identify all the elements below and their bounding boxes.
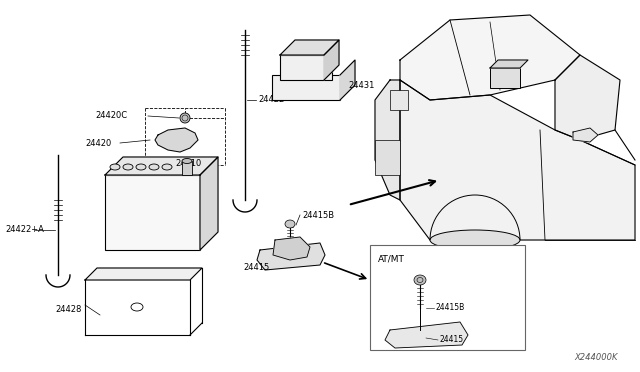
Text: 24428: 24428	[55, 305, 81, 314]
Polygon shape	[85, 268, 202, 280]
Text: 24415B: 24415B	[302, 211, 334, 219]
Polygon shape	[257, 243, 325, 270]
Polygon shape	[155, 128, 198, 152]
Polygon shape	[200, 157, 218, 250]
Polygon shape	[573, 128, 598, 142]
Ellipse shape	[136, 164, 146, 170]
Bar	[182, 161, 192, 175]
Text: 24415: 24415	[440, 336, 464, 344]
Ellipse shape	[162, 164, 172, 170]
Polygon shape	[105, 157, 218, 175]
Text: 24420C: 24420C	[95, 110, 127, 119]
Text: 24420: 24420	[85, 138, 111, 148]
Bar	[390, 90, 408, 110]
Polygon shape	[280, 40, 339, 55]
Ellipse shape	[110, 164, 120, 170]
Bar	[105, 175, 200, 250]
Text: 24415: 24415	[243, 263, 269, 273]
Bar	[280, 55, 332, 80]
Text: 24431: 24431	[348, 80, 374, 90]
Bar	[375, 140, 400, 175]
Polygon shape	[385, 322, 468, 348]
Text: AT/MT: AT/MT	[378, 254, 405, 263]
Polygon shape	[340, 60, 355, 100]
Text: 24415B: 24415B	[436, 304, 465, 312]
Bar	[370, 245, 525, 350]
Polygon shape	[490, 60, 528, 68]
Polygon shape	[400, 15, 580, 100]
Polygon shape	[273, 237, 310, 260]
Ellipse shape	[430, 230, 520, 250]
Polygon shape	[324, 40, 339, 80]
Polygon shape	[375, 80, 400, 200]
Text: X244000K: X244000K	[575, 353, 618, 362]
Text: 24422+A: 24422+A	[5, 225, 44, 234]
Bar	[272, 75, 340, 100]
Ellipse shape	[123, 164, 133, 170]
Polygon shape	[555, 55, 620, 140]
Ellipse shape	[182, 158, 192, 164]
Ellipse shape	[285, 220, 295, 228]
Bar	[490, 68, 520, 88]
Text: 24410: 24410	[175, 158, 201, 167]
Polygon shape	[400, 80, 635, 240]
Ellipse shape	[149, 164, 159, 170]
Ellipse shape	[414, 275, 426, 285]
Ellipse shape	[180, 113, 190, 123]
Text: 24422: 24422	[258, 96, 284, 105]
